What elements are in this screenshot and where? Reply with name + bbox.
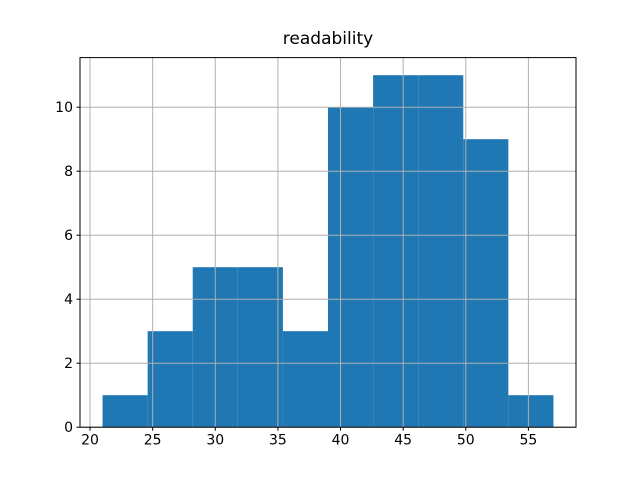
histogram-bar [373, 75, 419, 428]
x-tick-label: 20 [81, 433, 99, 449]
histogram-bar [328, 107, 374, 428]
y-tick-label: 8 [64, 164, 73, 180]
y-tick-label: 4 [64, 292, 73, 308]
histogram-bar [237, 267, 283, 428]
histogram-bar [282, 331, 328, 428]
histogram-bar [463, 139, 509, 428]
x-tick-label: 30 [206, 433, 224, 449]
y-tick-label: 0 [64, 420, 73, 436]
chart-title: readability [282, 29, 374, 49]
x-tick-label: 35 [269, 433, 287, 449]
histogram-bar [102, 395, 148, 428]
x-tick-label: 40 [332, 433, 350, 449]
histogram-bar [418, 75, 464, 428]
x-tick-label: 50 [457, 433, 475, 449]
axes-spine [79, 57, 577, 428]
x-tick-label: 45 [394, 433, 412, 449]
x-tick-label: 25 [144, 433, 162, 449]
y-tick-label: 10 [55, 100, 73, 116]
histogram-bar [508, 395, 554, 428]
y-tick-label: 2 [64, 356, 73, 372]
y-tick-label: 6 [64, 228, 73, 244]
x-tick-label: 55 [519, 433, 537, 449]
histogram-bar [147, 331, 193, 428]
